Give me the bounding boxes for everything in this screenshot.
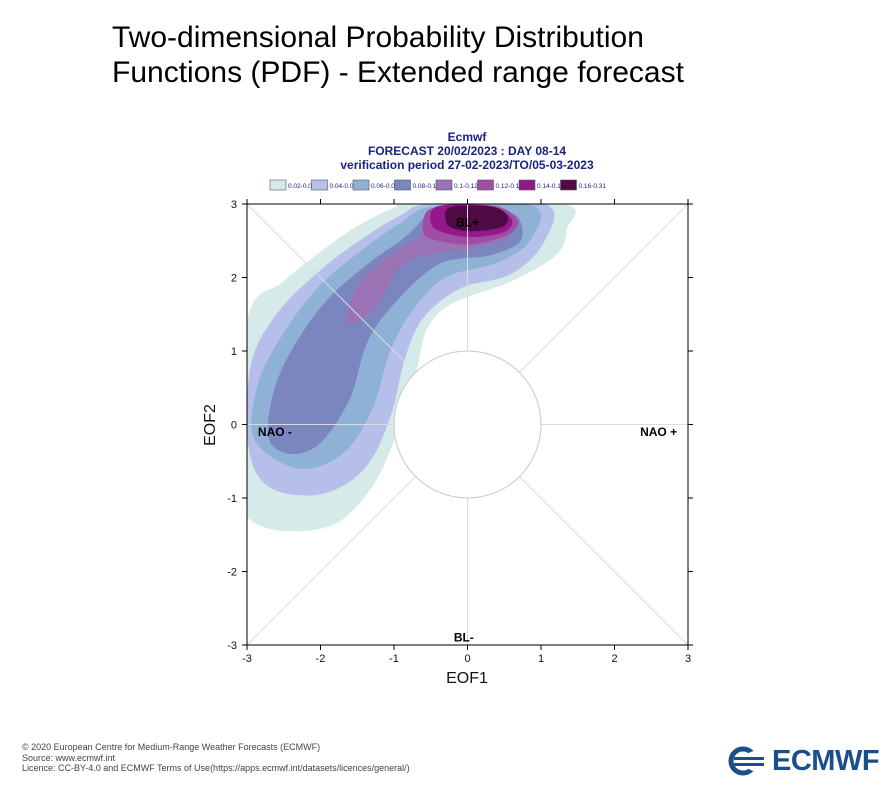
legend-label: 0.08-0.1 <box>413 183 437 190</box>
chart-legend: 0.02-0.04 0.04-0.06 0.06-0.08 0.08-0.1 0.1-0… <box>269 179 607 191</box>
footer-licence: Licence: CC-BY-4.0 and ECMWF Terms of Us… <box>22 763 410 773</box>
contour-level-8 <box>445 205 509 232</box>
chart-annotation: BL+ <box>456 215 479 229</box>
legend-label: 0.12-0.14 <box>496 183 524 190</box>
y-tick-label: -3 <box>227 640 237 652</box>
page-title: Two-dimensional Probability Distribution… <box>112 20 872 90</box>
legend-swatch <box>560 179 577 191</box>
legend-swatch <box>311 179 328 191</box>
reference-circle <box>393 350 542 499</box>
y-tick-label: 2 <box>231 273 237 285</box>
chart-subtitle-1: FORECAST 20/02/2023 : DAY 08-14 <box>368 144 566 158</box>
ecmwf-logo-text: ECMWF <box>772 744 880 777</box>
x-tick-label: -3 <box>242 653 252 665</box>
y-tick-label: 3 <box>231 199 237 211</box>
x-axis-label: EOF1 <box>446 670 488 687</box>
legend-label: 0.16-0.31 <box>579 183 607 190</box>
ecmwf-logo-icon <box>728 746 765 776</box>
y-tick-label: -2 <box>227 567 237 579</box>
legend-swatch <box>352 179 370 191</box>
legend-swatch <box>394 179 411 191</box>
legend-label: 0.04-0.06 <box>330 183 358 190</box>
x-tick-label: 0 <box>464 653 470 665</box>
ecmwf-logo: ECMWF <box>728 744 880 777</box>
legend-label: 0.06-0.08 <box>371 183 399 190</box>
chart-annotation: BL- <box>454 631 474 645</box>
diagonal-guide-line <box>246 476 416 646</box>
y-tick-label: 0 <box>231 420 237 432</box>
legend-label: 0.14-0.16 <box>537 183 565 190</box>
y-axis-label: EOF2 <box>202 404 219 446</box>
pdf-chart: Ecmwf FORECAST 20/02/2023 : DAY 08-14 ve… <box>202 130 693 687</box>
chart-annotation: NAO - <box>258 425 292 439</box>
footer: © 2020 European Centre for Medium-Range … <box>22 742 410 774</box>
y-tick-label: 1 <box>231 346 237 358</box>
legend-swatch <box>435 179 453 191</box>
contour-level-4 <box>267 207 523 454</box>
diagonal-guide-line <box>519 203 689 373</box>
x-tick-label: -2 <box>316 653 326 665</box>
y-tick-label: -1 <box>227 493 237 505</box>
chart-subtitle-2: verification period 27-02-2023/TO/05-03-… <box>340 158 594 172</box>
x-tick-label: 3 <box>685 653 691 665</box>
footer-copyright: © 2020 European Centre for Medium-Range … <box>22 742 321 752</box>
x-tick-label: -1 <box>389 653 399 665</box>
chart-annotation: NAO + <box>640 425 677 439</box>
legend-label: 0.02-0.04 <box>288 183 316 190</box>
legend-label: 0.1-0.12 <box>454 183 478 190</box>
diagonal-guide-line <box>246 203 416 373</box>
legend-swatch <box>518 179 536 191</box>
legend-swatch <box>477 179 494 191</box>
page-title-line1: Two-dimensional Probability Distribution <box>112 21 644 54</box>
x-tick-label: 1 <box>538 653 544 665</box>
diagonal-guide-line <box>519 476 689 646</box>
legend-swatch <box>269 179 287 191</box>
footer-source: Source: www.ecmwf.int <box>22 752 116 763</box>
x-tick-label: 2 <box>611 653 617 665</box>
page-title-line2: Functions (PDF) - Extended range forecas… <box>112 56 684 89</box>
chart-title: Ecmwf <box>448 130 488 144</box>
plot-area: -3 -2 -1 0 1 2 3 -3 -2 -1 0 1 2 3 BL+ NAO - NAO + BL- <box>227 199 693 665</box>
